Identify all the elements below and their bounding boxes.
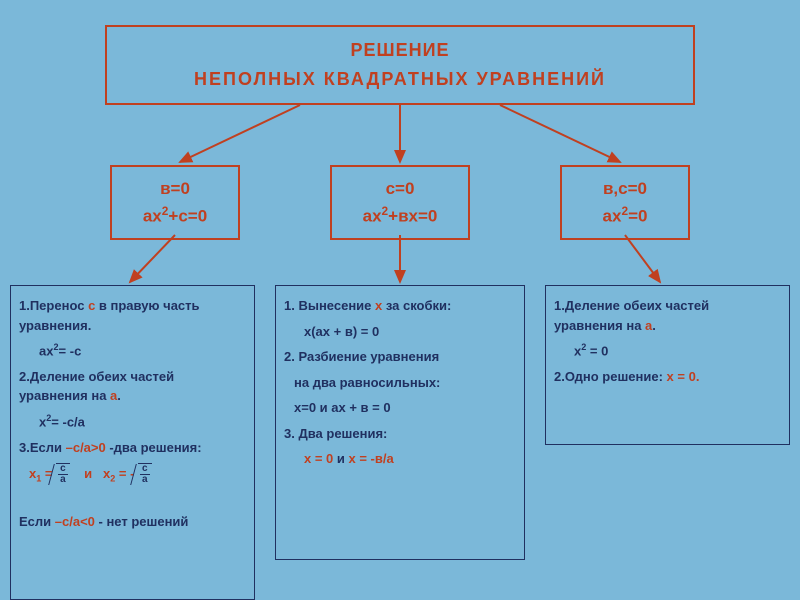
case-box-2: в,с=0ах2=0: [560, 165, 690, 240]
solution-box-mid: 1. Вынесение х за скобки: х(ах + в) = 0 2.…: [275, 285, 525, 560]
case-eq: ах2=0: [576, 202, 674, 230]
solution-line: на два равносильных:: [284, 373, 516, 393]
case-cond: с=0: [346, 175, 454, 202]
case-cond: в,с=0: [576, 175, 674, 202]
solution-line: х(ах + в) = 0: [284, 322, 516, 342]
solution-line: 3. Два решения:: [284, 424, 516, 444]
solution-line: х = 0 и х = -в/а: [284, 449, 516, 469]
solution-line: 1.Деление обеих частей уравнения на а.: [554, 296, 781, 335]
solution-line: ах2= -с: [19, 341, 246, 361]
title-line2: НЕПОЛНЫХ КВАДРАТНЫХ УРАВНЕНИЙ: [194, 69, 606, 90]
solution-line: х2= -с/а: [19, 412, 246, 432]
solution-line: х=0 и ах + в = 0: [284, 398, 516, 418]
title-box: РЕШЕНИЕ НЕПОЛНЫХ КВАДРАТНЫХ УРАВНЕНИЙ: [105, 25, 695, 105]
case-eq: ах2+с=0: [126, 202, 224, 230]
solution-line: х1 = са и х2 = - са: [19, 463, 246, 486]
solution-box-left: 1.Перенос с в правую часть уравнения. ах2…: [10, 285, 255, 600]
solution-line: 2.Одно решение: х = 0.: [554, 367, 781, 387]
solution-line: 2. Разбиение уравнения: [284, 347, 516, 367]
solution-line: 1. Вынесение х за скобки:: [284, 296, 516, 316]
case-cond: в=0: [126, 175, 224, 202]
solution-line: Если –с/а<0 - нет решений: [19, 512, 246, 532]
solution-line: х2 = 0: [554, 341, 781, 361]
solution-box-right: 1.Деление обеих частей уравнения на а. х2…: [545, 285, 790, 445]
case-eq: ах2+вх=0: [346, 202, 454, 230]
title-line1: РЕШЕНИЕ: [350, 40, 449, 61]
case-box-1: с=0ах2+вх=0: [330, 165, 470, 240]
case-box-0: в=0ах2+с=0: [110, 165, 240, 240]
solution-line: 2.Деление обеих частей уравнения на а.: [19, 367, 246, 406]
solution-line: 3.Если –с/а>0 -два решения:: [19, 438, 246, 458]
solution-line: 1.Перенос с в правую часть уравнения.: [19, 296, 246, 335]
